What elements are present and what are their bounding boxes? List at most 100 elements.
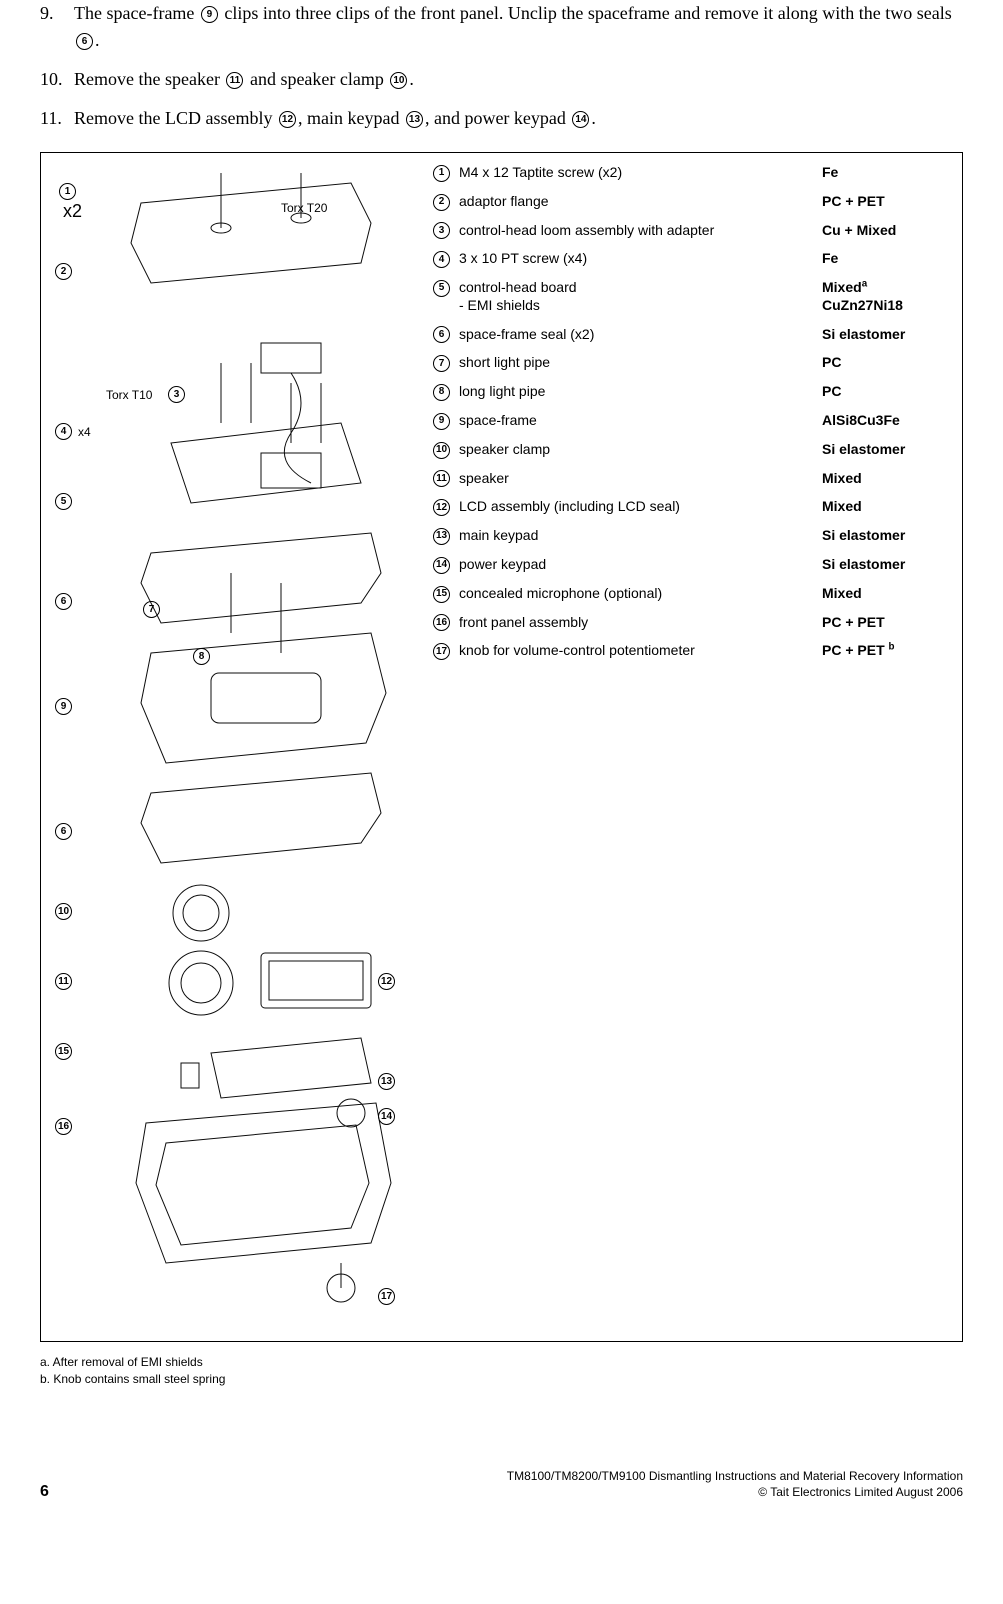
part-number-2: 2 [433, 194, 450, 211]
part-material: PC + PET b [822, 641, 952, 659]
circled-ref-10: 10 [390, 72, 407, 89]
parts-row: 4 3 x 10 PT screw (x4)Fe [431, 249, 952, 268]
parts-row: 9 space-frameAlSi8Cu3Fe [431, 411, 952, 430]
part-desc: space-frame [459, 411, 822, 429]
parts-row: 16front panel assemblyPC + PET [431, 613, 952, 632]
callout-6b: 6 [55, 823, 72, 840]
callout-5: 5 [55, 493, 72, 510]
parts-row: 11 speakerMixed [431, 469, 952, 488]
callout-14: 14 [378, 1108, 395, 1125]
footer-copyright: © Tait Electronics Limited August 2006 [507, 1484, 963, 1501]
step-text: Remove the LCD assembly 12, main keypad … [74, 105, 963, 132]
part-desc: knob for volume-control potentiometer [459, 641, 822, 659]
parts-row: 8long light pipePC [431, 382, 952, 401]
parts-row: 17 knob for volume-control potentiometerP… [431, 641, 952, 660]
figure-box: 1 x2 Torx T20 2 Torx T10 3 4 x4 5 6 7 8 … [40, 152, 963, 1342]
parts-row: 15 concealed microphone (optional)Mixed [431, 584, 952, 603]
part-desc: speaker clamp [459, 440, 822, 458]
label-torx-t20: Torx T20 [281, 201, 327, 215]
page-number: 6 [40, 1483, 49, 1501]
part-material: Fe [822, 163, 952, 181]
parts-row: 5control-head board- EMI shieldsMixedaCu… [431, 278, 952, 314]
part-number-6: 6 [433, 326, 450, 343]
part-number-12: 12 [433, 499, 450, 516]
footnotes: a. After removal of EMI shieldsb. Knob c… [40, 1354, 963, 1388]
footer-title: TM8100/TM8200/TM9100 Dismantling Instruc… [507, 1468, 963, 1485]
parts-row: 12LCD assembly (including LCD seal)Mixed [431, 497, 952, 516]
parts-row: 13 main keypadSi elastomer [431, 526, 952, 545]
callout-12: 12 [378, 973, 395, 990]
circled-ref-6: 6 [76, 33, 93, 50]
part-material: Mixed [822, 469, 952, 487]
part-desc: main keypad [459, 526, 822, 544]
callout-11: 11 [55, 973, 72, 990]
part-material: PC [822, 353, 952, 371]
part-number-16: 16 [433, 614, 450, 631]
exploded-diagram: 1 x2 Torx T20 2 Torx T10 3 4 x4 5 6 7 8 … [51, 163, 421, 1333]
part-number-14: 14 [433, 557, 450, 574]
callout-13: 13 [378, 1073, 395, 1090]
label-x2: x2 [63, 201, 82, 222]
part-desc: power keypad [459, 555, 822, 573]
step-number: 11. [40, 105, 74, 132]
callout-7: 7 [143, 601, 160, 618]
instruction-steps: 9.The space-frame 9 clips into three cli… [40, 0, 963, 132]
footnote: b. Knob contains small steel spring [40, 1371, 963, 1388]
callout-16: 16 [55, 1118, 72, 1135]
part-desc: speaker [459, 469, 822, 487]
part-number-11: 11 [433, 470, 450, 487]
callout-10: 10 [55, 903, 72, 920]
circled-ref-9: 9 [201, 6, 218, 23]
part-material: Mixed [822, 584, 952, 602]
callout-15: 15 [55, 1043, 72, 1060]
part-number-8: 8 [433, 384, 450, 401]
parts-row: 2 adaptor flangePC + PET [431, 192, 952, 211]
callout-4: 4 [55, 423, 72, 440]
parts-row: 3control-head loom assembly with adapter… [431, 221, 952, 240]
footnote: a. After removal of EMI shields [40, 1354, 963, 1371]
part-material: PC + PET [822, 192, 952, 210]
part-material: Si elastomer [822, 325, 952, 343]
exploded-svg [111, 173, 401, 1323]
page-footer: 6 TM8100/TM8200/TM9100 Dismantling Instr… [40, 1448, 963, 1502]
part-desc: concealed microphone (optional) [459, 584, 822, 602]
part-desc: short light pipe [459, 353, 822, 371]
part-desc: adaptor flange [459, 192, 822, 210]
part-material: AlSi8Cu3Fe [822, 411, 952, 429]
parts-row: 10speaker clampSi elastomer [431, 440, 952, 459]
label-x4: x4 [78, 425, 91, 439]
part-desc: 3 x 10 PT screw (x4) [459, 249, 822, 267]
part-material: MixedaCuZn27Ni18 [822, 278, 952, 314]
part-material: Cu + Mixed [822, 221, 952, 239]
part-number-17: 17 [433, 643, 450, 660]
part-material: Si elastomer [822, 526, 952, 544]
label-torx-t10: Torx T10 [106, 388, 152, 402]
parts-row: 6space-frame seal (x2)Si elastomer [431, 325, 952, 344]
part-desc: LCD assembly (including LCD seal) [459, 497, 822, 515]
part-number-13: 13 [433, 528, 450, 545]
part-desc: front panel assembly [459, 613, 822, 631]
part-number-10: 10 [433, 442, 450, 459]
part-number-15: 15 [433, 586, 450, 603]
instruction-step: 9.The space-frame 9 clips into three cli… [40, 0, 963, 54]
parts-row: 1M4 x 12 Taptite screw (x2)Fe [431, 163, 952, 182]
instruction-step: 10.Remove the speaker 11 and speaker cla… [40, 66, 963, 93]
circled-ref-14: 14 [572, 111, 589, 128]
part-number-9: 9 [433, 413, 450, 430]
callout-6a: 6 [55, 593, 72, 610]
part-desc: control-head loom assembly with adapter [459, 221, 822, 239]
circled-ref-13: 13 [406, 111, 423, 128]
step-number: 9. [40, 0, 74, 54]
callout-17: 17 [378, 1288, 395, 1305]
part-material: Fe [822, 249, 952, 267]
parts-list: 1M4 x 12 Taptite screw (x2)Fe 2 adaptor fl… [431, 163, 952, 670]
circled-ref-11: 11 [226, 72, 243, 89]
callout-9: 9 [55, 698, 72, 715]
part-number-7: 7 [433, 355, 450, 372]
callout-1: 1 [59, 183, 76, 200]
part-number-4: 4 [433, 251, 450, 268]
part-material: Si elastomer [822, 555, 952, 573]
callout-3: 3 [168, 386, 185, 403]
step-text: The space-frame 9 clips into three clips… [74, 0, 963, 54]
step-number: 10. [40, 66, 74, 93]
